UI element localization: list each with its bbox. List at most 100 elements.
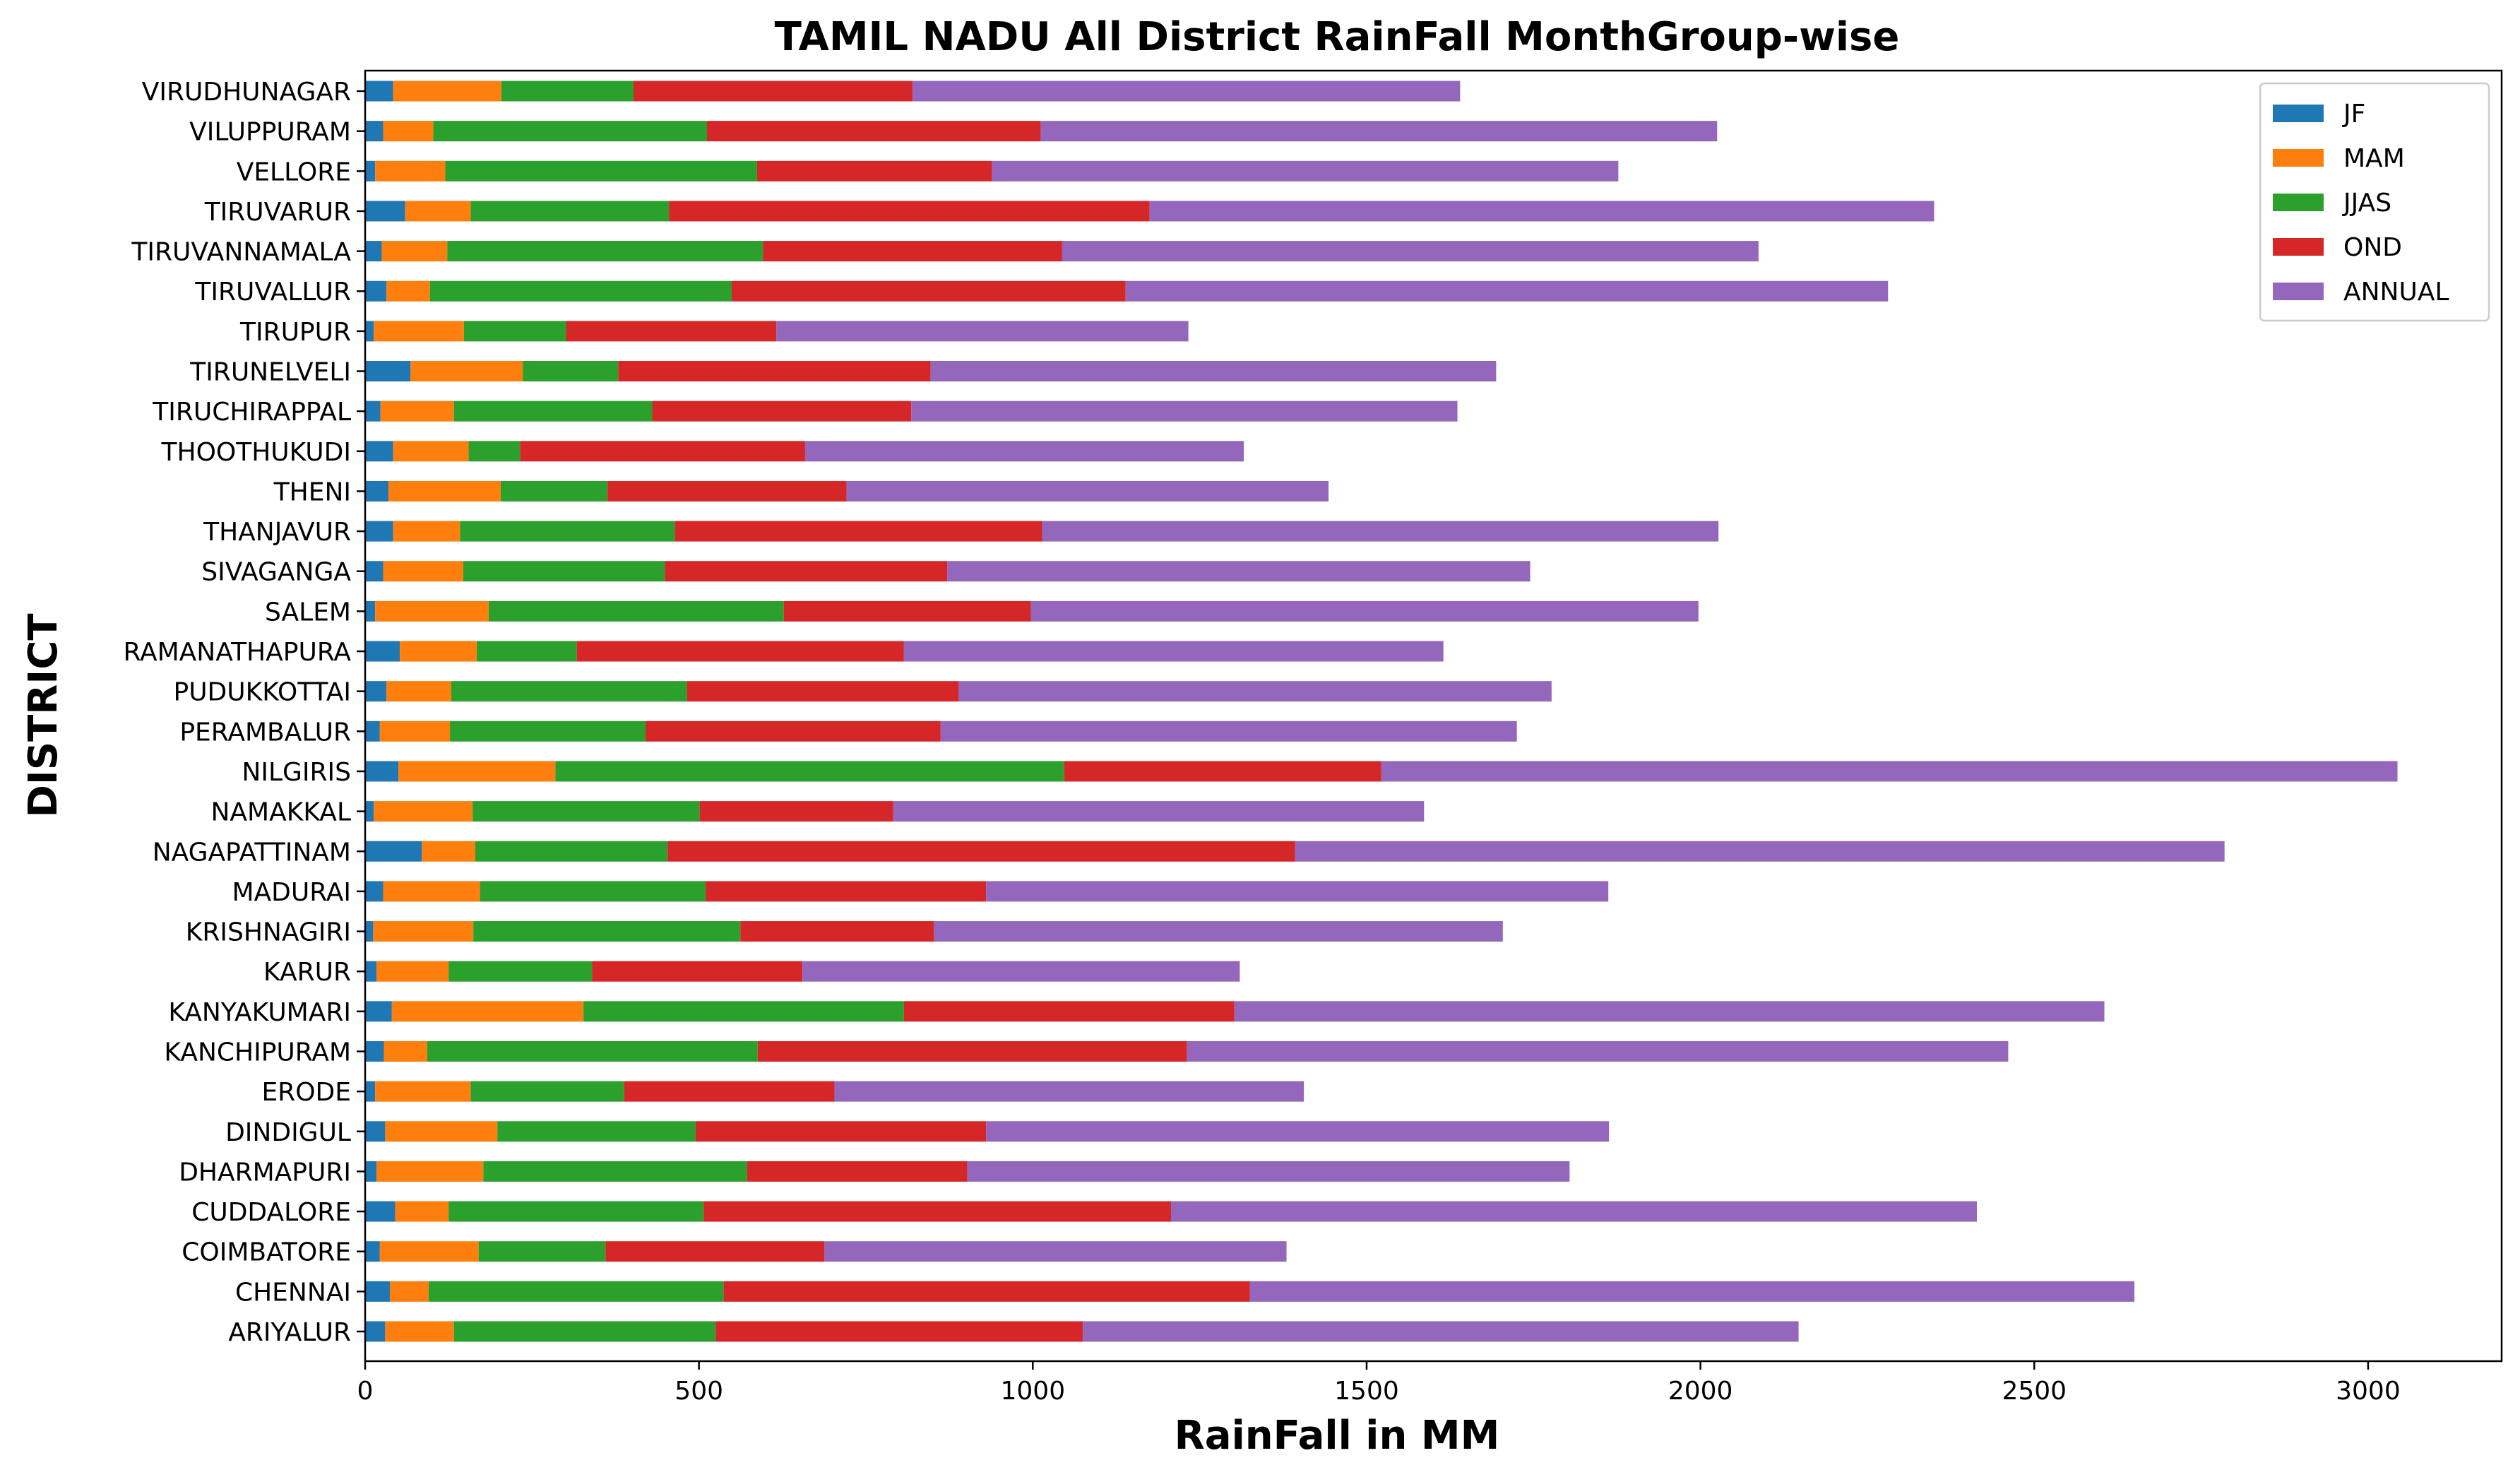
y-tick-label: PERAMBALUR [179,718,351,747]
y-tick-label: ERODE [261,1078,351,1107]
bar-chennai-mam [389,1281,429,1302]
bar-karur-jf [365,961,377,982]
bar-krishnagiri-jf [365,921,374,942]
bar-perambalur-jf [365,720,380,742]
bar-cuddalore-mam [395,1201,449,1222]
bar-erode-jf [365,1081,376,1102]
bar-kanchipuram-annual [1187,1040,2009,1062]
y-axis-title: DISTRICT [20,613,66,817]
y-tick-label: TIRUNELVELI [189,358,351,387]
bar-ramanathapura-ond [576,641,904,662]
bar-thoothukudi-annual [804,441,1244,462]
bar-kanchipuram-jjas [427,1040,758,1062]
bar-ariyalur-jjas [453,1321,716,1342]
bar-salem-mam [375,600,489,622]
bar-ariyalur-mam [385,1321,454,1342]
bar-tiruchirappal-jf [365,401,381,422]
bar-pudukkottai-ond [687,681,959,702]
bar-tiruvannamala-annual [1062,241,1759,262]
y-tick-label: KANYAKUMARI [168,998,351,1027]
bar-nilgiris-jjas [555,761,1064,782]
bar-ramanathapura-jf [365,641,400,662]
bar-ramanathapura-jjas [476,641,577,662]
bar-ariyalur-jf [365,1321,386,1342]
bar-erode-jjas [470,1081,624,1102]
bar-dharmapuri-jjas [483,1161,747,1182]
x-tick-label: 2500 [2002,1377,2067,1406]
bar-theni-ond [607,480,847,502]
bars-layer [365,81,2398,1342]
bar-krishnagiri-jjas [473,921,741,942]
chart-title: TAMIL NADU All District RainFall MonthGr… [775,14,1900,60]
bar-thanjavur-jjas [460,521,675,542]
bar-tiruvannamala-jf [365,241,382,262]
bar-pudukkottai-jf [365,681,387,702]
bar-kanyakumari-jf [365,1001,392,1022]
bar-virudhunagar-mam [393,81,501,102]
bar-perambalur-jjas [450,720,646,742]
bar-tiruvallur-ond [731,280,1126,302]
bar-viluppuram-annual [1040,121,1718,142]
bar-dindigul-ond [695,1121,987,1142]
bar-erode-annual [834,1081,1304,1102]
bar-ramanathapura-annual [903,641,1444,662]
legend: JF MAM JJAS OND ANNUAL [2259,82,2490,322]
bar-tirupur-mam [374,321,464,342]
bar-tirupur-ond [566,321,777,342]
y-tick-label: THOOTHUKUDI [161,438,351,467]
y-tick-label: CUDDALORE [191,1198,351,1227]
bar-theni-mam [388,480,501,502]
bar-salem-jf [365,600,376,622]
bar-viluppuram-mam [383,121,434,142]
bar-viluppuram-jf [365,121,384,142]
bar-tiruvarur-annual [1149,201,1934,222]
bar-namakkal-ond [699,801,893,822]
bar-salem-ond [783,600,1031,622]
bar-chennai-ond [723,1281,1250,1302]
bar-theni-annual [846,480,1329,502]
x-axis: 0 500 1000 1500 2000 2500 3000 [357,1361,2401,1406]
bar-karur-mam [376,961,449,982]
x-tick-label: 1000 [1001,1377,1066,1406]
bar-dharmapuri-ond [747,1161,968,1182]
y-tick-label: THANJAVUR [203,518,351,547]
bar-namakkal-jjas [472,801,700,822]
bar-namakkal-jf [365,801,374,822]
bar-salem-annual [1030,600,1699,622]
bar-thoothukudi-mam [393,441,469,462]
y-tick-label: PUDUKKOTTAI [173,678,351,707]
bar-virudhunagar-annual [913,81,1461,102]
bar-tiruvallur-annual [1125,280,1889,302]
bar-kanyakumari-mam [391,1001,584,1022]
y-tick-label: NAMAKKAL [210,798,351,827]
bar-pudukkottai-jjas [451,681,687,702]
x-tick-label: 500 [674,1377,723,1406]
bar-dindigul-annual [986,1121,1610,1142]
x-tick-label: 1500 [1334,1377,1399,1406]
bar-theni-jjas [500,480,608,502]
bar-nagapattinam-jjas [475,841,668,862]
bar-coimbatore-ond [605,1241,825,1262]
y-tick-label: VELLORE [237,158,351,186]
legend-box [2259,82,2490,322]
bar-kanchipuram-ond [757,1040,1187,1062]
bar-vellore-jf [365,160,376,182]
bar-kanchipuram-mam [384,1040,427,1062]
y-tick-label: SALEM [265,598,351,627]
bar-krishnagiri-ond [740,921,934,942]
bar-tiruvallur-mam [386,280,430,302]
bar-tirunelveli-mam [410,361,523,382]
y-tick-label: DINDIGUL [225,1118,351,1147]
bar-nagapattinam-ond [667,841,1295,862]
bar-madurai-jf [365,881,384,902]
bar-tiruvarur-mam [405,201,471,222]
bar-tiruvallur-jjas [429,280,732,302]
y-tick-label: MADURAI [232,878,351,907]
y-tick-label: VILUPPURAM [189,118,351,147]
bar-kanyakumari-ond [903,1001,1235,1022]
bar-madurai-mam [383,881,480,902]
x-axis-title: RainFall in MM [1175,1413,1500,1459]
bar-vellore-ond [756,160,992,182]
bar-cuddalore-jf [365,1201,396,1222]
